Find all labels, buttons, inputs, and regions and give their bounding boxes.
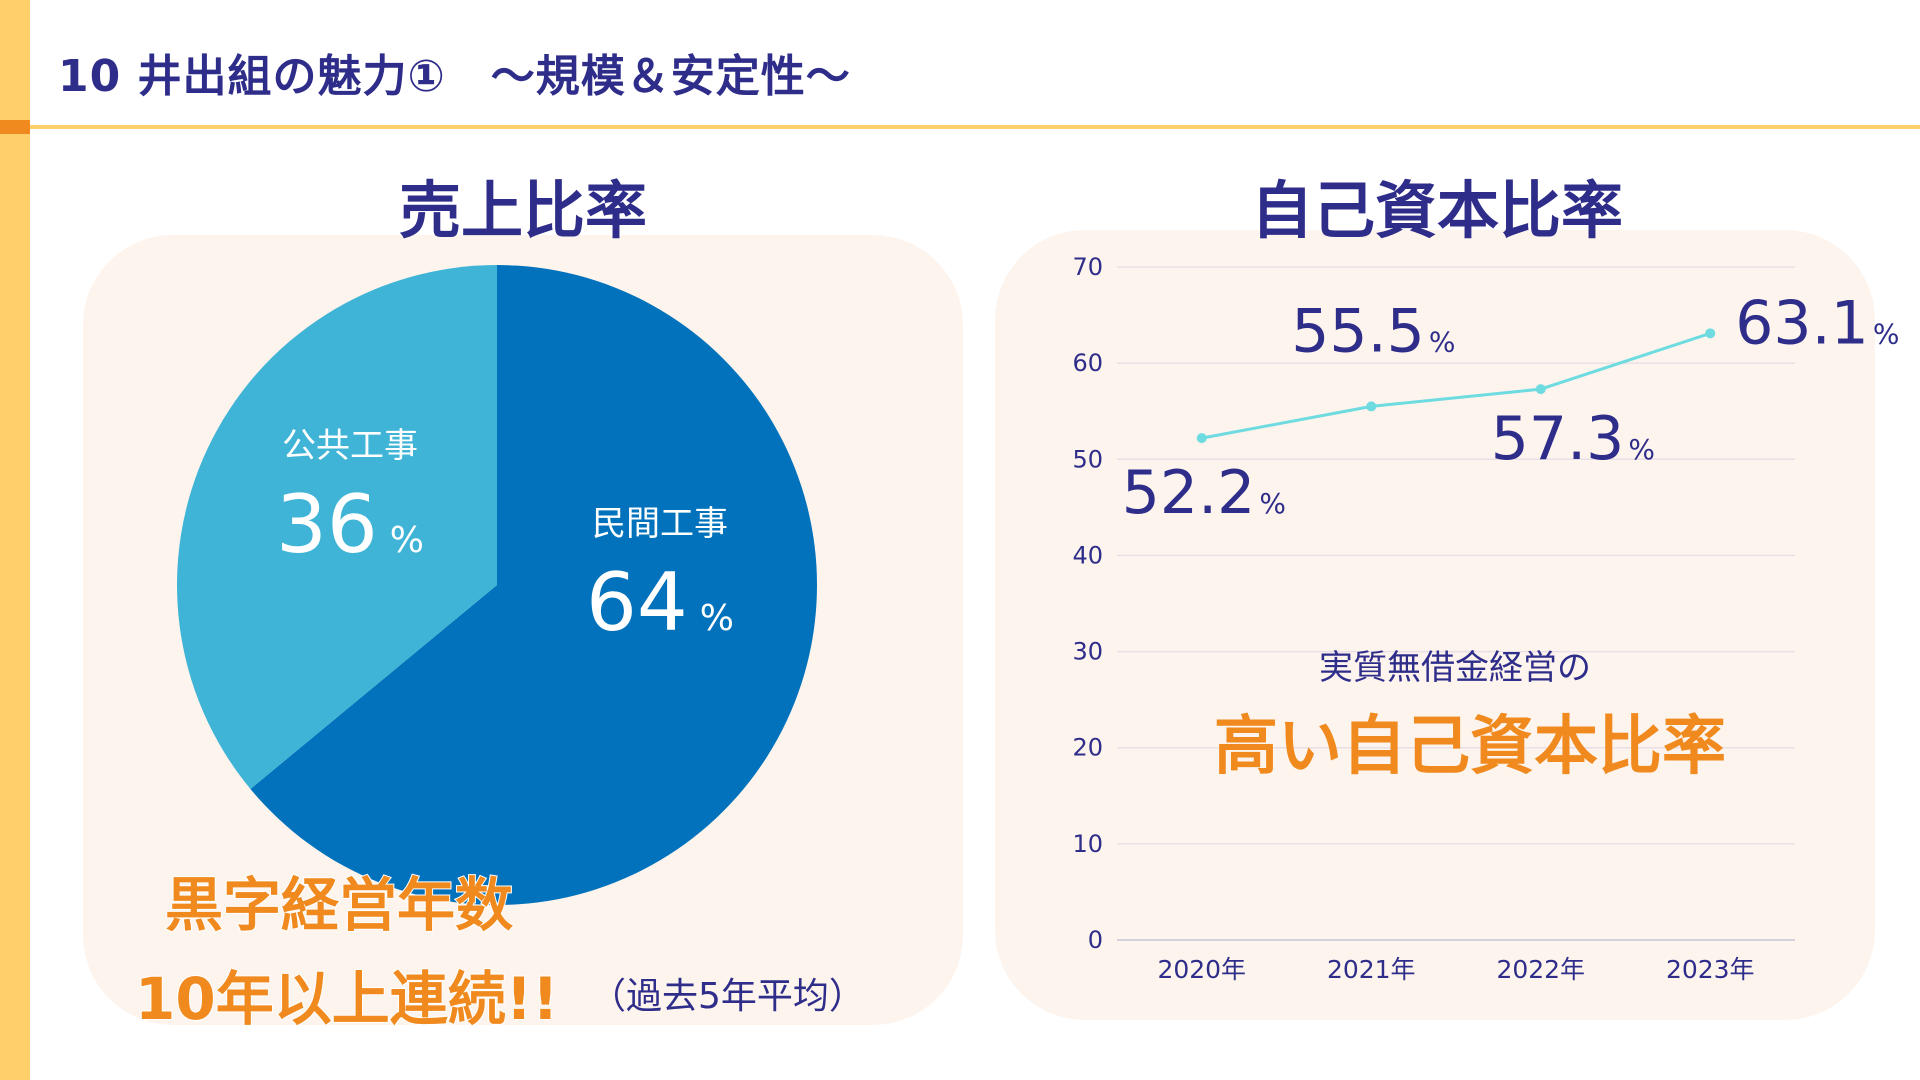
equity-claim: 高い自己資本比率 <box>1214 710 1726 784</box>
slide-title: 10 井出組の魅力① ～規模＆安定性～ <box>58 51 851 102</box>
y-tick-label: 70 <box>1072 253 1103 281</box>
right-panel <box>995 230 1875 1020</box>
line-chart-title: 自己資本比率 <box>1250 174 1624 247</box>
highlight-line-2: 10年以上連続!! <box>134 964 560 1034</box>
y-tick-label: 30 <box>1072 638 1103 666</box>
pie-chart: 民間工事 64 % 公共工事 36% <box>177 265 818 905</box>
header-divider <box>30 125 1920 129</box>
y-tick-label: 40 <box>1072 541 1103 569</box>
data-label: 63.1% <box>1735 288 1899 358</box>
series-point <box>1366 401 1377 412</box>
y-tick-label: 20 <box>1072 734 1103 762</box>
series-point <box>1535 384 1546 395</box>
x-tick-label: 2023年 <box>1666 955 1755 984</box>
series-point <box>1196 433 1207 444</box>
pie-slice-value: 36% <box>276 478 424 571</box>
note-past-5-years: （過去5年平均） <box>590 976 865 1017</box>
x-tick-label: 2021年 <box>1327 955 1416 984</box>
pie-chart-title: 売上比率 <box>398 174 648 247</box>
y-tick-label: 50 <box>1072 445 1103 473</box>
series-line <box>1201 331 1711 440</box>
data-label: 57.3% <box>1491 404 1655 474</box>
side-bar <box>0 0 30 1080</box>
equity-caption: 実質無借金経営の <box>1319 648 1591 688</box>
line-chart: 0 10 20 30 40 50 60 70 2020年 2021年 2022年 2023年 52.2%… <box>1072 253 1899 984</box>
y-tick-label: 0 <box>1088 926 1103 954</box>
series-point <box>1705 328 1716 339</box>
y-tick-label: 10 <box>1072 830 1103 858</box>
pie-slice-label: 公共工事 <box>282 426 418 466</box>
y-tick-label: 60 <box>1072 349 1103 377</box>
pie-slice <box>177 265 497 789</box>
pie-slice <box>250 265 818 905</box>
x-tick-label: 2020年 <box>1157 955 1246 984</box>
pie-slice-value: 64% <box>586 556 734 649</box>
pie-slice-label: 民間工事 <box>592 504 728 544</box>
x-tick-label: 2022年 <box>1496 955 1585 984</box>
side-accent <box>0 120 30 134</box>
data-label: 55.5% <box>1291 296 1455 366</box>
highlight-line-1: 黒字経営年数 <box>164 870 514 940</box>
data-label: 52.2% <box>1122 458 1286 528</box>
